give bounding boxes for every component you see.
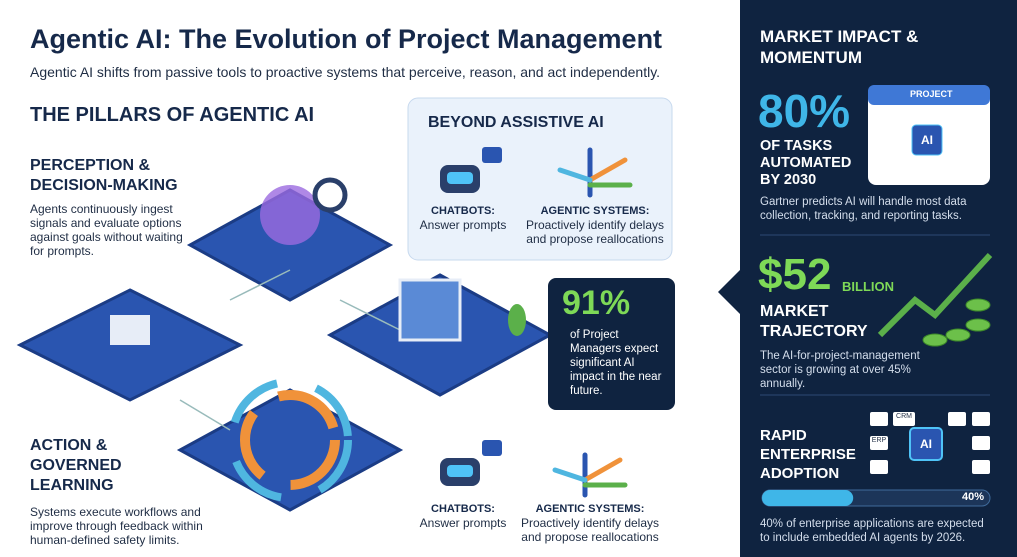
pillar-title: PERCEPTION & DECISION-MAKING	[30, 157, 178, 194]
stat-label: RAPID ENTERPRISE ADOPTION	[760, 427, 856, 482]
app-icons	[870, 412, 990, 474]
subtitle: Agentic AI shifts from passive tools to …	[30, 64, 661, 80]
progress-bar	[762, 490, 854, 506]
label-title: AGENTIC SYSTEMS:	[540, 205, 650, 217]
arrows	[552, 147, 633, 498]
cycle	[240, 390, 340, 490]
growth-arrow	[877, 252, 993, 338]
label-text: Answer prompts	[419, 218, 507, 232]
robot-icons	[440, 147, 502, 486]
building	[398, 278, 462, 342]
adoption-chip	[909, 427, 943, 461]
workflow-box	[110, 315, 150, 345]
section-heading: THE PILLARS OF AGENTIC AI	[30, 104, 315, 126]
label-title: CHATBOTS:	[431, 205, 495, 217]
tree	[508, 304, 526, 336]
stat-text: 40% of enterprise applications are expec…	[760, 518, 984, 544]
cycle-outer	[228, 378, 352, 502]
pillar-text: Systems execute workflows and improve th…	[30, 505, 203, 547]
chip-label: AI	[921, 133, 933, 147]
calendar-chip	[911, 124, 943, 156]
progress-label: 40%	[961, 491, 984, 503]
stat-value: $52	[758, 250, 832, 299]
magnifier	[312, 177, 348, 213]
coins	[922, 298, 991, 347]
label-text: Proactively identify delays and propose …	[520, 516, 660, 544]
label-title: CHATBOTS:	[431, 503, 495, 515]
calendar-label: PROJECT	[910, 89, 953, 99]
stat-value: 80%	[758, 85, 851, 137]
panel-heading: MARKET IMPACT & MOMENTUM	[760, 27, 919, 67]
stat-label: OF TASKS AUTOMATED BY 2030	[760, 138, 852, 188]
brain	[260, 185, 320, 245]
app-label: CRM	[896, 413, 912, 420]
stat-value: 91%	[562, 284, 631, 322]
stat-text: of Project Managers expect significant A…	[570, 329, 662, 397]
title: Agentic AI: The Evolution of Project Man…	[30, 24, 663, 54]
connectors	[179, 269, 401, 431]
pillar-text: Agents continuously ingest signals and e…	[30, 202, 183, 258]
stat-text: Gartner predicts AI will handle most dat…	[760, 196, 967, 222]
label-text: Answer prompts	[419, 516, 507, 530]
pillar-title: ACTION & GOVERNED LEARNING	[30, 437, 122, 494]
chip-label: AI	[920, 437, 932, 451]
label-title: AGENTIC SYSTEMS:	[535, 503, 645, 515]
stat-unit: BILLION	[842, 279, 894, 294]
label-text: Proactively identify delays and propose …	[525, 218, 665, 246]
box-heading: BEYOND ASSISTIVE AI	[428, 114, 604, 131]
calendar-header	[868, 85, 990, 105]
beyond-box	[407, 97, 673, 261]
app-label: ERP	[871, 437, 887, 444]
survey-box	[548, 278, 675, 410]
stat-text: The AI-for-project-management sector is …	[760, 350, 920, 390]
stat-label: MARKET TRAJECTORY	[760, 303, 868, 340]
